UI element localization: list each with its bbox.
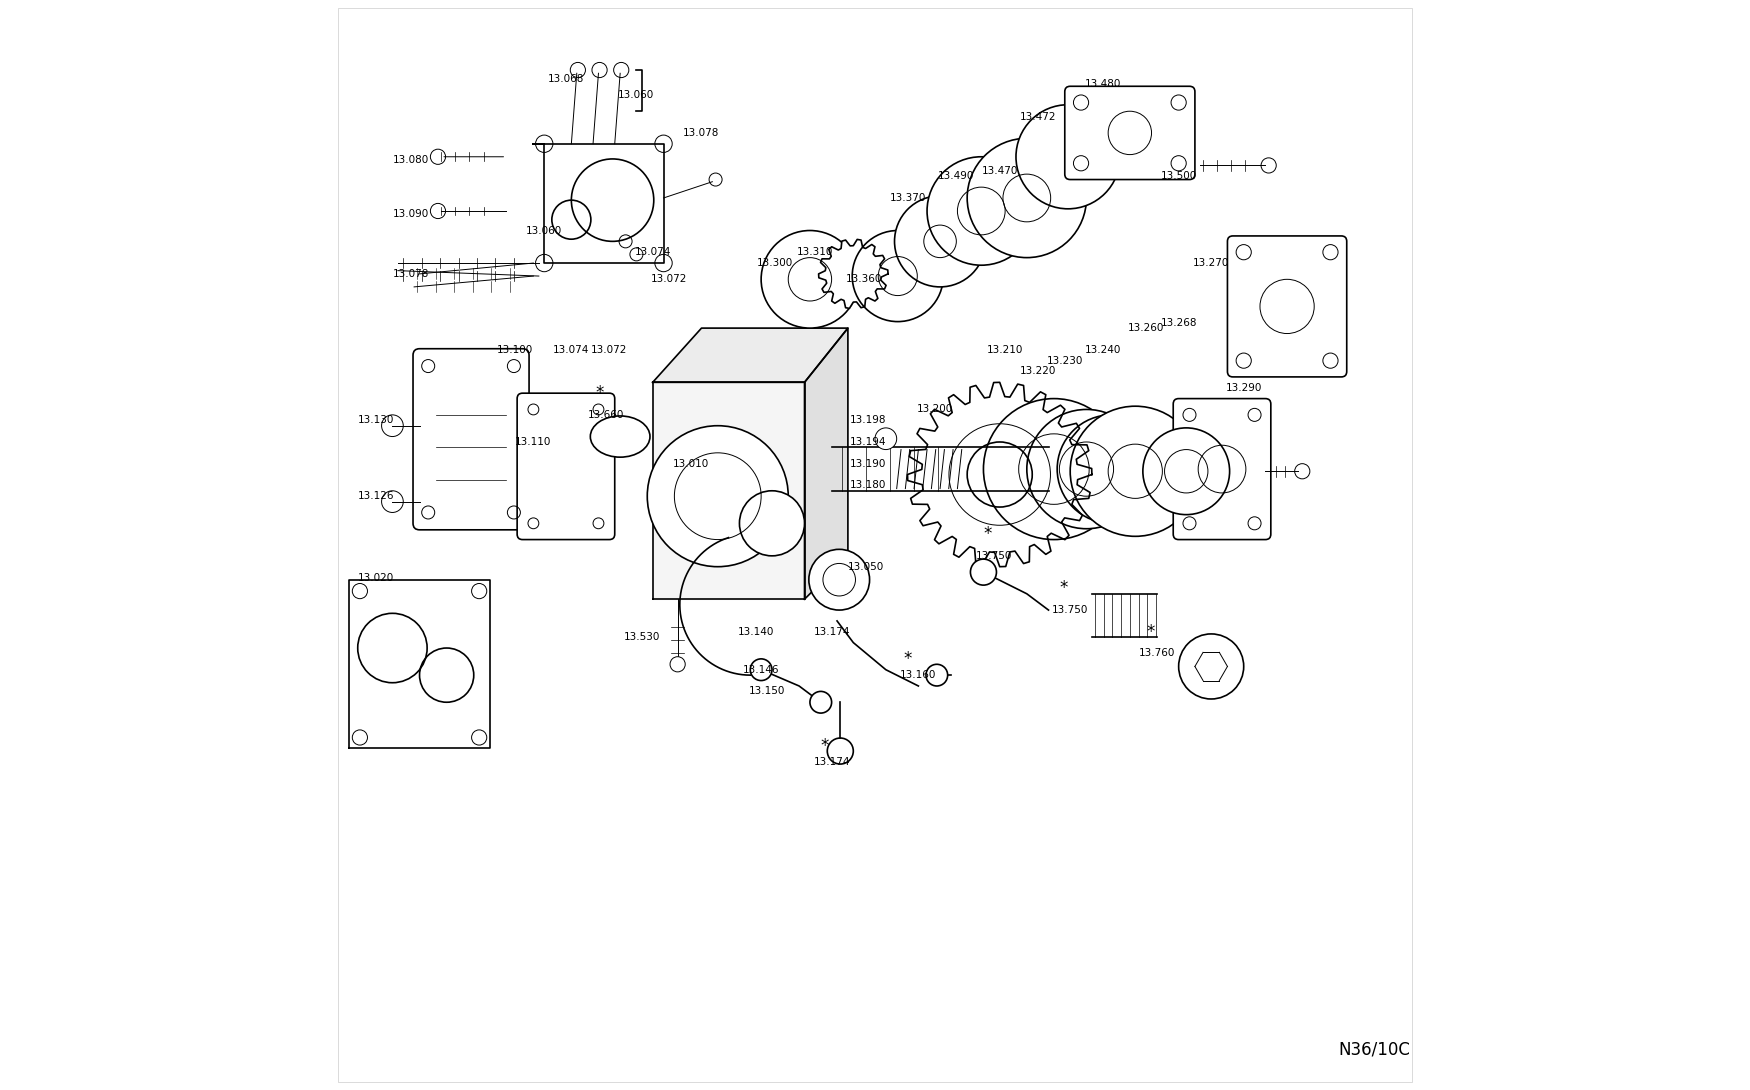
Ellipse shape xyxy=(590,416,649,457)
Polygon shape xyxy=(653,328,849,383)
Text: 13.220: 13.220 xyxy=(1020,366,1055,376)
Text: 13.370: 13.370 xyxy=(889,193,926,203)
Text: 13.020: 13.020 xyxy=(359,572,394,582)
Text: 13.230: 13.230 xyxy=(1046,355,1083,365)
Circle shape xyxy=(648,426,788,567)
Text: 13.072: 13.072 xyxy=(651,275,688,284)
Circle shape xyxy=(971,559,996,585)
Text: 13.090: 13.090 xyxy=(392,209,429,219)
Circle shape xyxy=(761,230,859,328)
Text: 13.126: 13.126 xyxy=(359,492,394,501)
Circle shape xyxy=(894,196,985,287)
FancyBboxPatch shape xyxy=(1227,235,1348,377)
Circle shape xyxy=(928,157,1036,265)
Text: 13.146: 13.146 xyxy=(744,665,779,675)
Circle shape xyxy=(670,656,686,671)
Text: *: * xyxy=(821,737,830,754)
Text: 13.180: 13.180 xyxy=(850,481,887,490)
Circle shape xyxy=(828,738,854,764)
Text: 13.078: 13.078 xyxy=(682,128,719,138)
Text: 13.078: 13.078 xyxy=(392,269,429,279)
Text: 13.480: 13.480 xyxy=(1085,80,1122,89)
Text: 13.050: 13.050 xyxy=(849,561,884,571)
Circle shape xyxy=(382,490,402,512)
Text: 13.194: 13.194 xyxy=(850,437,887,447)
Circle shape xyxy=(1017,105,1120,209)
Circle shape xyxy=(1180,634,1244,699)
Circle shape xyxy=(1027,410,1146,529)
Circle shape xyxy=(382,415,402,437)
Text: 13.074: 13.074 xyxy=(635,247,670,257)
Polygon shape xyxy=(805,328,849,600)
Text: 13.140: 13.140 xyxy=(737,627,774,637)
Circle shape xyxy=(808,549,870,610)
Text: 13.190: 13.190 xyxy=(850,459,887,469)
Circle shape xyxy=(968,138,1087,257)
FancyBboxPatch shape xyxy=(518,393,614,540)
Text: 13.200: 13.200 xyxy=(917,404,952,414)
Text: 13.310: 13.310 xyxy=(798,247,833,257)
Text: 13.160: 13.160 xyxy=(900,670,936,680)
Polygon shape xyxy=(534,144,663,263)
Text: *: * xyxy=(984,525,992,543)
Text: *: * xyxy=(1146,622,1155,641)
FancyBboxPatch shape xyxy=(1064,86,1195,180)
Text: 13.010: 13.010 xyxy=(672,459,709,469)
Circle shape xyxy=(751,658,772,680)
Polygon shape xyxy=(653,383,805,600)
Text: 13.290: 13.290 xyxy=(1225,383,1262,392)
Text: 13.174: 13.174 xyxy=(814,627,850,637)
Text: *: * xyxy=(903,650,912,668)
Text: 13.198: 13.198 xyxy=(850,415,887,425)
Text: 13.110: 13.110 xyxy=(514,437,551,447)
Circle shape xyxy=(875,428,896,449)
Text: 13.470: 13.470 xyxy=(982,166,1018,175)
Text: 13.530: 13.530 xyxy=(623,632,660,642)
Circle shape xyxy=(810,691,831,713)
Text: 13.750: 13.750 xyxy=(977,550,1013,561)
Text: 13.490: 13.490 xyxy=(938,171,975,181)
Circle shape xyxy=(926,664,948,686)
Text: 13.260: 13.260 xyxy=(1129,323,1164,334)
Text: 13.068: 13.068 xyxy=(548,74,584,84)
Circle shape xyxy=(984,399,1125,540)
Text: 13.072: 13.072 xyxy=(592,344,628,355)
Text: 13.080: 13.080 xyxy=(392,155,429,165)
Text: 13.270: 13.270 xyxy=(1194,258,1228,268)
Text: 13.210: 13.210 xyxy=(987,344,1024,355)
Polygon shape xyxy=(908,383,1092,567)
Circle shape xyxy=(740,490,805,556)
FancyBboxPatch shape xyxy=(413,349,528,530)
Circle shape xyxy=(852,230,943,322)
Text: 13.660: 13.660 xyxy=(588,410,625,420)
Text: 13.150: 13.150 xyxy=(749,687,784,697)
Text: 13.472: 13.472 xyxy=(1020,111,1055,122)
FancyBboxPatch shape xyxy=(1172,399,1270,540)
Polygon shape xyxy=(348,580,490,749)
Text: 13.240: 13.240 xyxy=(1085,344,1122,355)
Text: 13.100: 13.100 xyxy=(497,344,534,355)
Text: 13.360: 13.360 xyxy=(845,275,882,284)
Text: 13.750: 13.750 xyxy=(1052,605,1088,615)
Text: 13.760: 13.760 xyxy=(1139,649,1176,658)
Text: N36/10C: N36/10C xyxy=(1339,1040,1410,1058)
Circle shape xyxy=(1057,415,1166,523)
Text: 13.268: 13.268 xyxy=(1160,317,1197,328)
Text: *: * xyxy=(595,384,604,402)
Text: 13.060: 13.060 xyxy=(618,90,654,100)
Text: 13.060: 13.060 xyxy=(527,226,562,235)
Polygon shape xyxy=(819,240,887,308)
Text: 13.300: 13.300 xyxy=(758,258,793,268)
Text: 13.130: 13.130 xyxy=(359,415,394,425)
Circle shape xyxy=(1143,428,1230,514)
Text: 13.074: 13.074 xyxy=(553,344,590,355)
Text: 13.174: 13.174 xyxy=(814,756,850,767)
Text: 13.500: 13.500 xyxy=(1160,171,1197,181)
Circle shape xyxy=(1071,407,1200,536)
Text: *: * xyxy=(1059,580,1068,597)
